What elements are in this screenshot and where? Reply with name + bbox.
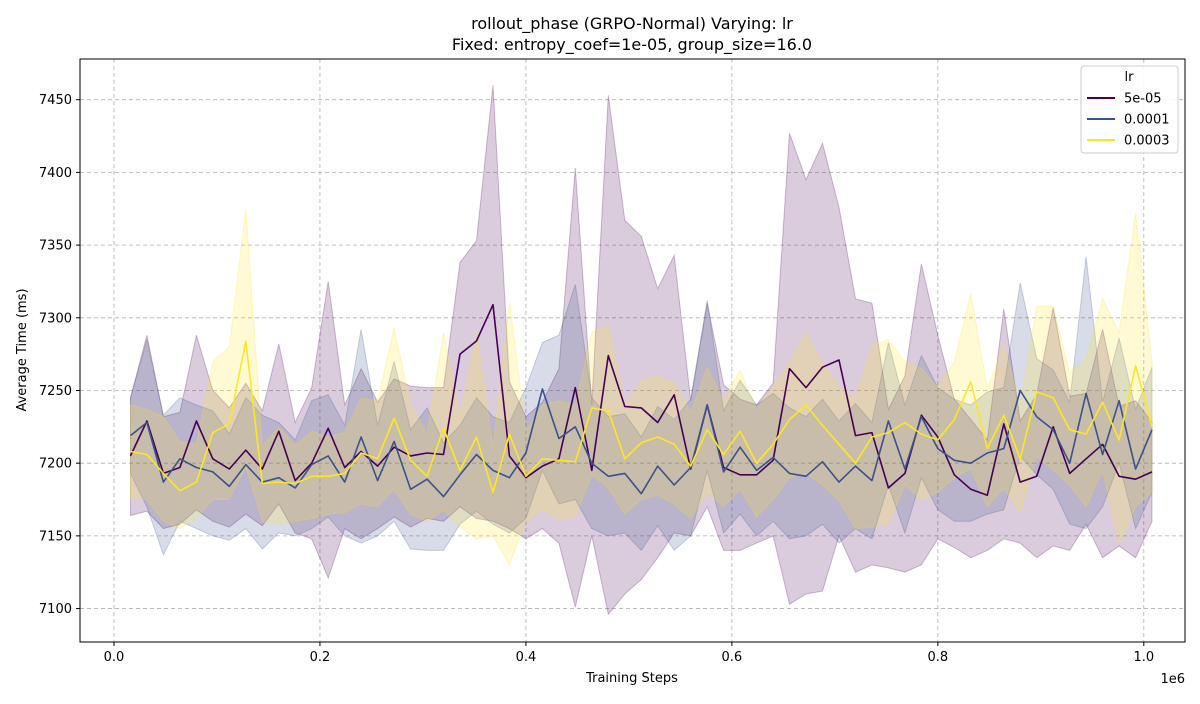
plot-frame: [79, 58, 1186, 643]
line-series-1: [130, 388, 1153, 498]
x-axis-ticks: 0.0 0.2 0.4 0.6 0.8 1.0: [104, 642, 1154, 665]
x-tick-label: 1.0: [1133, 650, 1154, 665]
legend-label: 0.0001: [1124, 113, 1170, 128]
y-axis-label: Average Time (ms): [15, 288, 30, 411]
x-tick-label: 0.8: [927, 650, 948, 665]
legend-items: 5e-05 0.0001 0.0003: [1087, 92, 1170, 149]
legend-label: 0.0003: [1124, 134, 1170, 149]
y-tick-label: 7450: [39, 93, 72, 108]
x-tick-label: 0.0: [104, 650, 125, 665]
y-tick-label: 7150: [39, 529, 72, 544]
legend-title: lr: [1125, 70, 1135, 85]
line-series-2: [130, 340, 1153, 494]
y-axis-ticks: 7100 7150 7200 7250 7300 7350 7400 7450: [39, 93, 80, 617]
band-series-2: [130, 208, 1153, 567]
legend-label: 5e-05: [1124, 92, 1162, 107]
grid: [80, 59, 1185, 642]
x-tick-label: 0.4: [516, 650, 537, 665]
chart-title-line2: Fixed: entropy_coef=1e-05, group_size=16…: [452, 35, 812, 55]
x-tick-label: 0.2: [310, 650, 331, 665]
line-series-0: [129, 303, 1153, 497]
x-axis-label: Training Steps: [585, 671, 678, 686]
x-tick-label: 0.6: [722, 650, 743, 665]
legend-box: [1080, 65, 1179, 154]
legend: lr 5e-05 0.0001 0.0003: [1080, 65, 1179, 154]
series-lines: [129, 303, 1153, 498]
y-tick-label: 7350: [39, 239, 72, 254]
y-tick-label: 7400: [39, 166, 72, 181]
chart-title-line1: rollout_phase (GRPO-Normal) Varying: lr: [471, 14, 793, 34]
y-tick-label: 7300: [39, 311, 72, 326]
y-tick-label: 7250: [39, 384, 72, 399]
confidence-bands: [130, 85, 1153, 616]
y-tick-label: 7200: [39, 457, 72, 472]
band-series-0: [130, 85, 1153, 616]
x-axis-offset-label: 1e6: [1160, 672, 1185, 687]
y-tick-label: 7100: [39, 602, 72, 617]
